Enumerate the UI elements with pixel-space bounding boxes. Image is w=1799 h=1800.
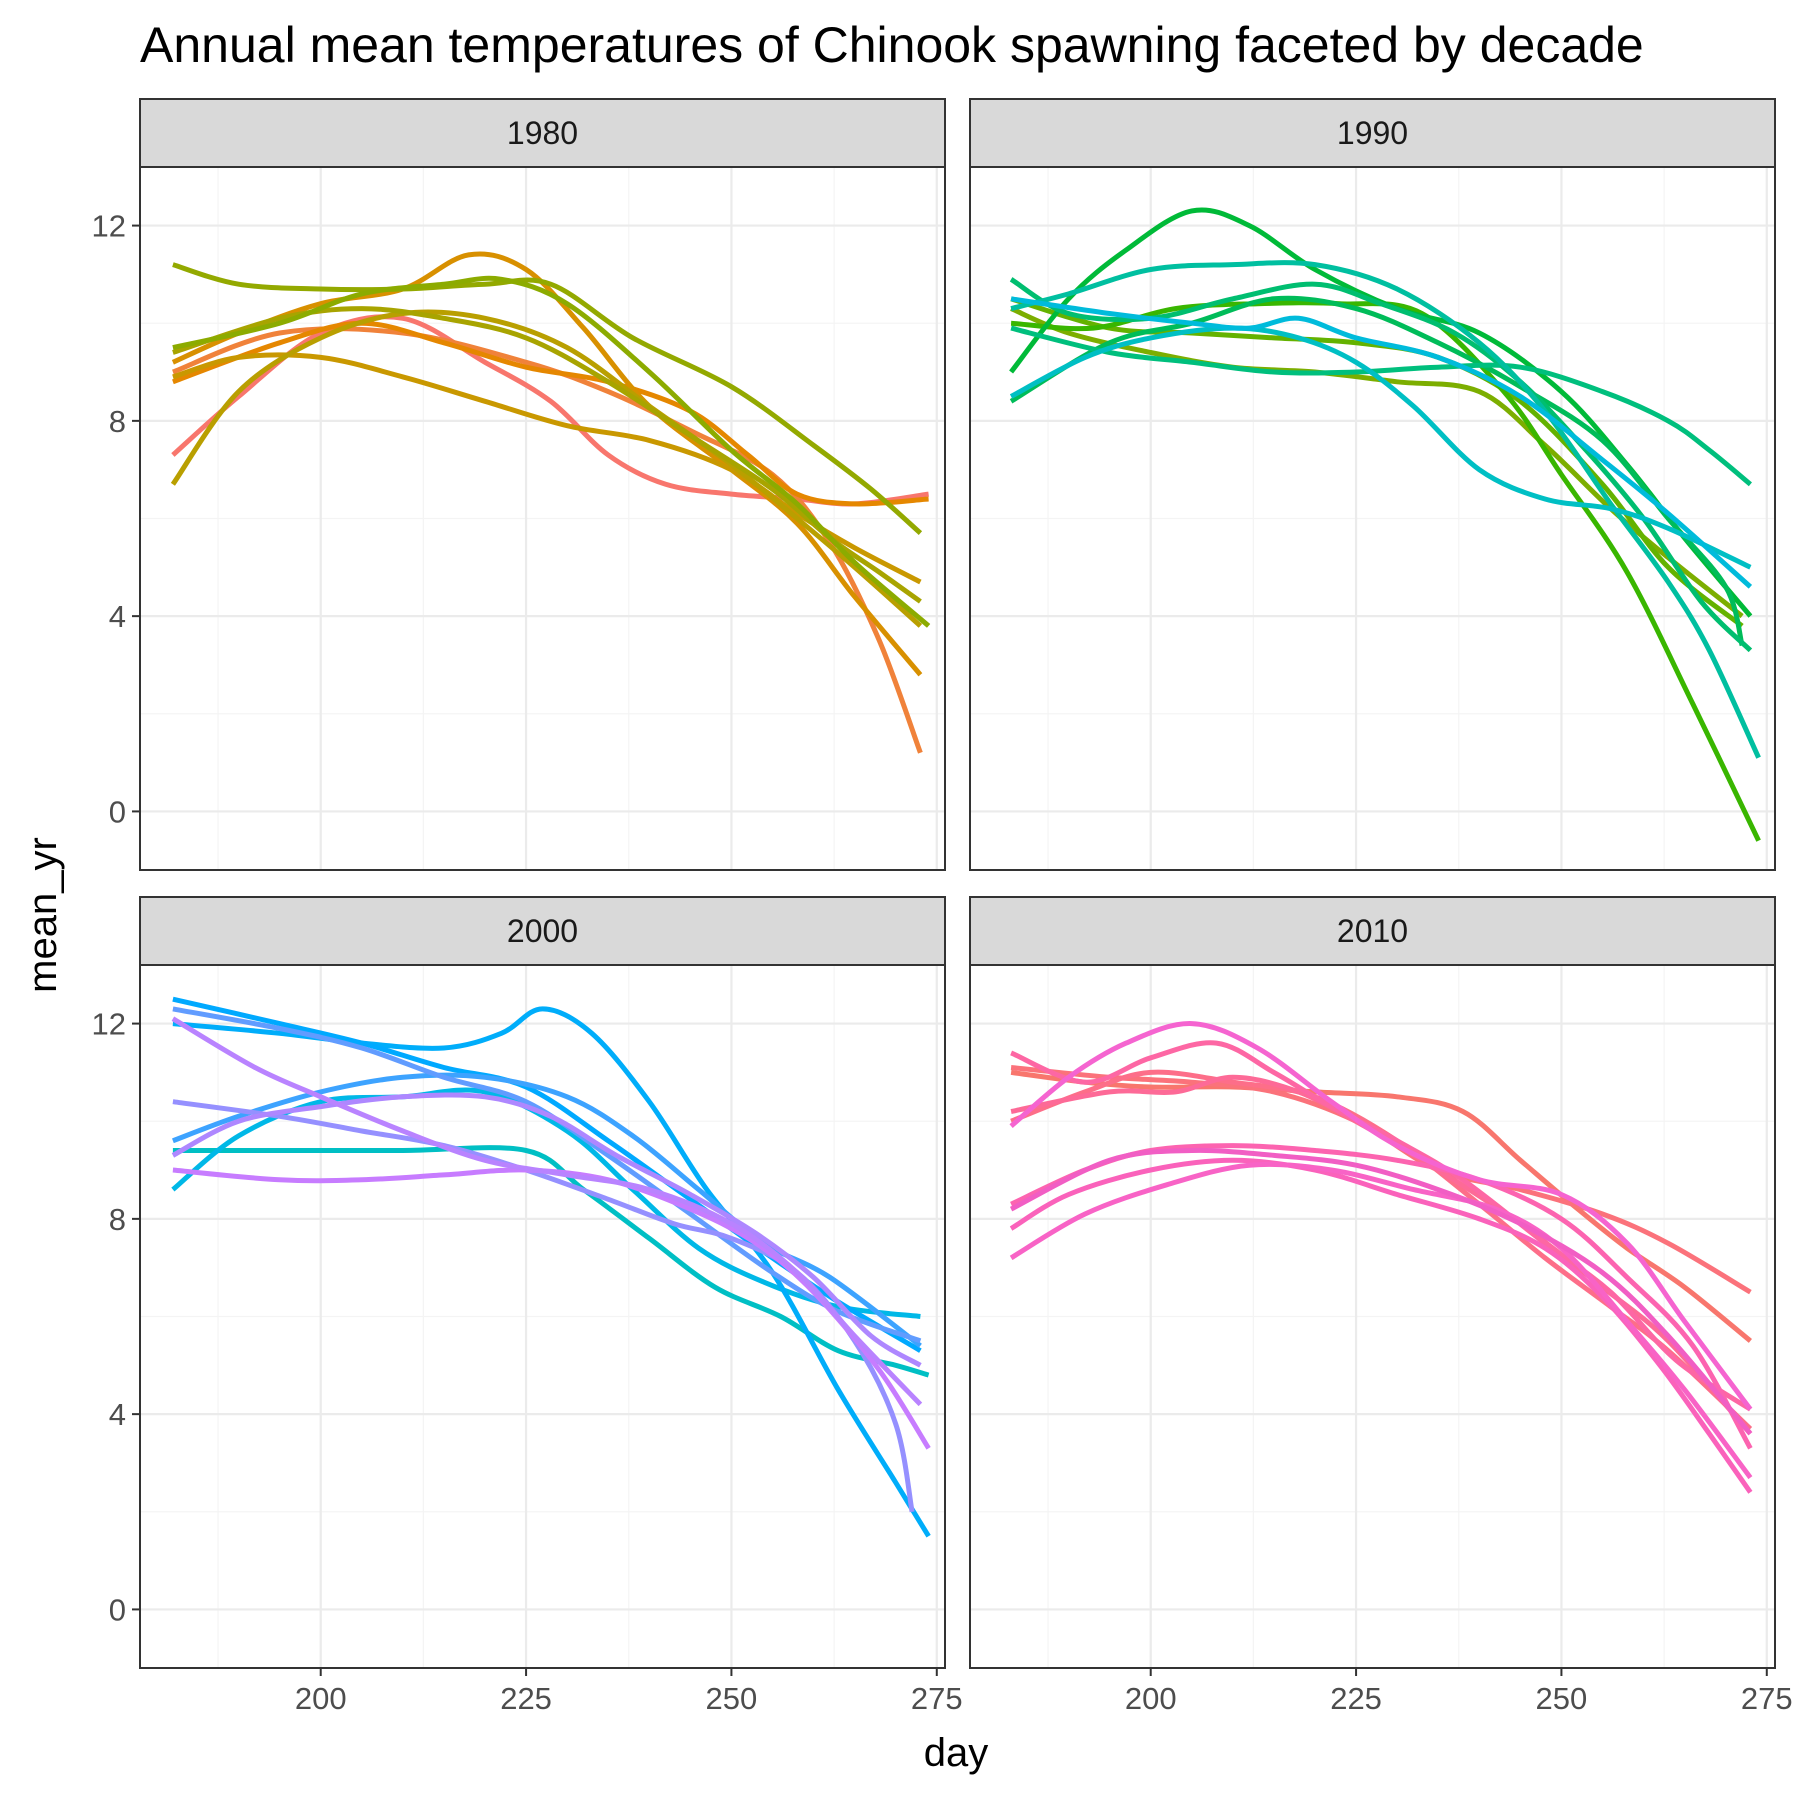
facet-panel-1980: 1980 0 4 8 12 — [92, 98, 946, 871]
panel-border — [969, 964, 1776, 1669]
facet-strip-label: 1980 — [507, 115, 578, 151]
series-line-2000-8 — [171, 1092, 922, 1368]
panel-border — [969, 166, 1776, 871]
facet-strip-label: 2010 — [1337, 913, 1408, 949]
series-line-1990-8 — [1010, 260, 1761, 759]
y-tick-label: 4 — [109, 1397, 126, 1432]
x-tick-label: 200 — [1125, 1681, 1177, 1716]
facet-panel-2000: 2000 0 4 8 12 200 225 250 275 — [92, 896, 963, 1716]
y-tick-label: 4 — [109, 599, 126, 634]
facet-panel-2010: 2010 200 225 250 275 — [969, 896, 1793, 1716]
x-axis-title: day — [924, 1731, 989, 1775]
series-line-2000-1 — [172, 1145, 930, 1378]
series-line-1990-7 — [1010, 325, 1752, 487]
series-line-2000-7 — [172, 1099, 915, 1513]
series-line-2010-8 — [1009, 1161, 1753, 1480]
y-axis-title: mean_yr — [21, 837, 65, 993]
y-tick-label: 8 — [109, 404, 126, 439]
y-tick-label: 0 — [109, 794, 126, 829]
x-tick-label: 275 — [911, 1681, 963, 1716]
series-line-1990-3 — [1010, 300, 1761, 842]
series-line-1990-5 — [1009, 295, 1745, 647]
x-tick-label: 225 — [500, 1681, 552, 1716]
facet-panel-1990: 1990 — [969, 98, 1776, 871]
series-line-2010-7 — [1009, 1157, 1753, 1494]
y-tick-label: 8 — [109, 1202, 126, 1237]
facet-strip-label: 2000 — [507, 913, 578, 949]
series-line-2010-9 — [1009, 1021, 1753, 1411]
series-line-2010-5 — [1010, 1040, 1752, 1412]
y-tick-label: 12 — [92, 209, 126, 244]
chart-title: Annual mean temperatures of Chinook spaw… — [140, 17, 1644, 73]
series-line-2010-10 — [1009, 1147, 1753, 1436]
x-tick-label: 200 — [295, 1681, 347, 1716]
facet-strip-label: 1990 — [1337, 115, 1408, 151]
series-line-2000-10 — [171, 1016, 923, 1407]
series-line-1980-9 — [172, 275, 931, 628]
series-line-1980-4 — [171, 251, 923, 677]
facet-strip — [969, 896, 1776, 966]
x-tick-label: 250 — [706, 1681, 758, 1716]
y-tick-label: 0 — [109, 1592, 126, 1627]
x-tick-label: 225 — [1330, 1681, 1382, 1716]
panel-border — [139, 964, 946, 1669]
series-line-1980-8 — [172, 262, 923, 535]
x-tick-label: 250 — [1536, 1681, 1588, 1716]
series-line-1990-10 — [1010, 296, 1753, 589]
facet-strip — [139, 98, 946, 168]
y-tick-label: 12 — [92, 1007, 126, 1042]
x-tick-label: 275 — [1741, 1681, 1793, 1716]
series-line-1980-3 — [172, 320, 929, 507]
series-line-1980-6 — [170, 309, 923, 628]
series-line-1990-9 — [1009, 325, 1752, 570]
panel-border — [139, 166, 946, 871]
